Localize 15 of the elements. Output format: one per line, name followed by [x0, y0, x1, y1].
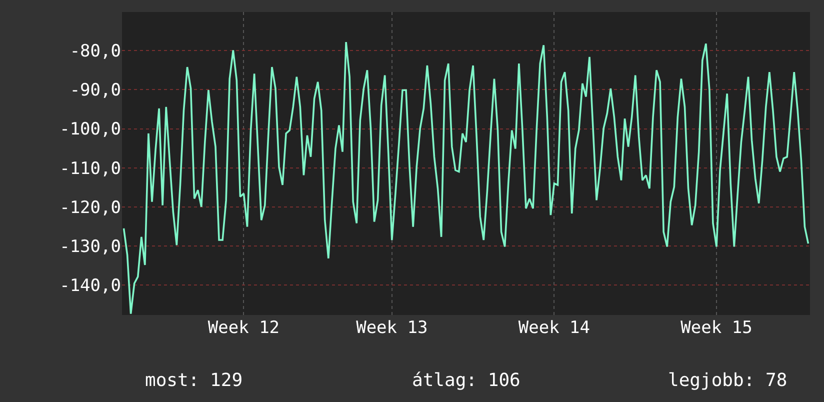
y-tick-label: -140,0: [60, 276, 121, 296]
x-tick-label: Week 15: [680, 318, 752, 338]
text: most: 129: [145, 370, 243, 391]
y-tick-label: -130,0: [60, 236, 121, 257]
x-tick-label: Week 14: [518, 318, 590, 338]
text: átlag: 106: [412, 370, 520, 391]
y-tick-label: -110,0: [60, 158, 121, 179]
x-tick-label: Week 13: [356, 318, 428, 338]
y-tick-label: -100,0: [60, 120, 121, 140]
y-tick-label: -90,0: [70, 80, 121, 101]
line-series: [122, 41, 810, 315]
y-tick-label: -120,0: [60, 198, 121, 218]
y-tick-label: -80,0: [70, 42, 121, 62]
text: legjobb: 78: [668, 370, 788, 391]
x-tick-label: Week 12: [208, 318, 280, 338]
